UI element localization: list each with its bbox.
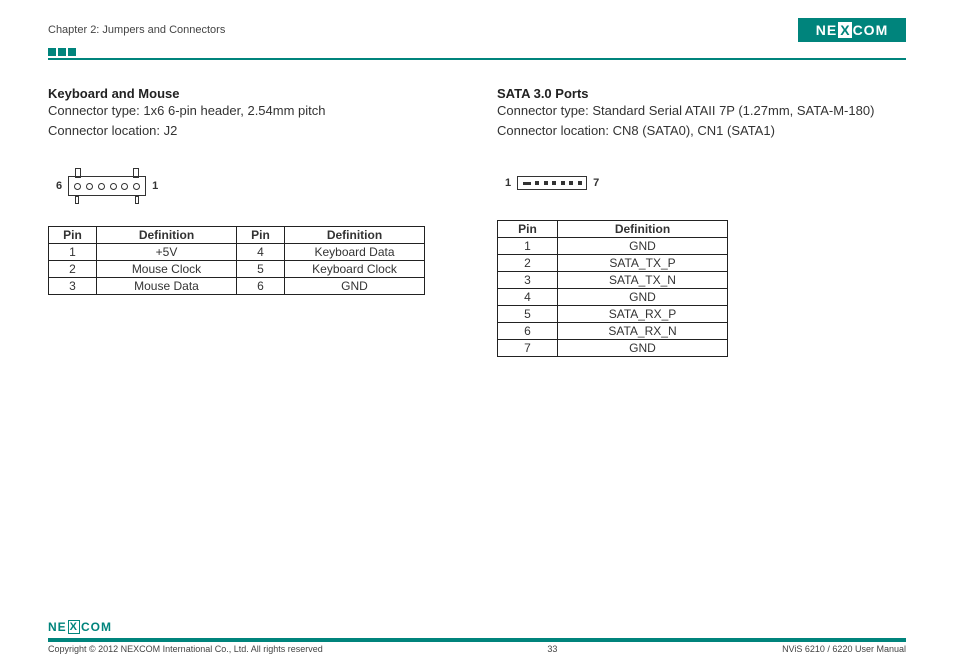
th-def: Definition: [558, 221, 728, 238]
six-pin-header-icon: [68, 176, 146, 196]
nexcom-logo-top: NEXCOM: [798, 18, 906, 42]
header-rule: [48, 58, 906, 60]
sata-section-head: SATA 3.0 Ports Connector type: Standard …: [497, 86, 906, 140]
manual-name: NViS 6210 / 6220 User Manual: [782, 644, 906, 654]
content-columns: Keyboard and Mouse Connector type: 1x6 6…: [48, 86, 906, 357]
table-header-row: Pin Definition: [498, 221, 728, 238]
th-pin: Pin: [49, 227, 97, 244]
th-pin: Pin: [237, 227, 285, 244]
table-row: 4GND: [498, 289, 728, 306]
page-footer: NEXCOM Copyright © 2012 NEXCOM Internati…: [48, 636, 906, 654]
table-row: 1GND: [498, 238, 728, 255]
table-row: 7GND: [498, 340, 728, 357]
sata-7pin-icon: [517, 176, 587, 190]
th-pin: Pin: [498, 221, 558, 238]
th-def: Definition: [285, 227, 425, 244]
table-row: 5SATA_RX_P: [498, 306, 728, 323]
footer-rule: [48, 638, 906, 642]
table-row: 2SATA_TX_P: [498, 255, 728, 272]
chapter-title: Chapter 2: Jumpers and Connectors: [48, 24, 225, 36]
decorative-squares: [48, 48, 906, 56]
km-conn-loc: Connector location: J2: [48, 121, 457, 141]
page-header: Chapter 2: Jumpers and Connectors NEXCOM: [48, 18, 906, 42]
km-pin-label-1: 1: [152, 180, 158, 192]
table-row: 1 +5V 4 Keyboard Data: [49, 244, 425, 261]
page-number: 33: [547, 644, 557, 654]
sata-conn-type: Connector type: Standard Serial ATAII 7P…: [497, 101, 906, 121]
footer-text-row: Copyright © 2012 NEXCOM International Co…: [48, 644, 906, 654]
km-connector-diagram: 6 1: [56, 176, 457, 196]
copyright-text: Copyright © 2012 NEXCOM International Co…: [48, 644, 323, 654]
table-row: 2 Mouse Clock 5 Keyboard Clock: [49, 261, 425, 278]
nexcom-logo-bottom: NEXCOM: [48, 620, 112, 634]
km-section-head: Keyboard and Mouse Connector type: 1x6 6…: [48, 86, 457, 140]
logo-text-x: X: [838, 22, 851, 38]
table-row: 3SATA_TX_N: [498, 272, 728, 289]
table-row: 6SATA_RX_N: [498, 323, 728, 340]
document-page: Chapter 2: Jumpers and Connectors NEXCOM…: [0, 0, 954, 357]
table-row: 3 Mouse Data 6 GND: [49, 278, 425, 295]
table-header-row: Pin Definition Pin Definition: [49, 227, 425, 244]
sata-pin-label-7: 7: [593, 177, 599, 189]
logo-text-com: COM: [853, 22, 889, 38]
km-pin-label-6: 6: [56, 180, 62, 192]
sata-pin-label-1: 1: [505, 177, 511, 189]
sata-conn-loc: Connector location: CN8 (SATA0), CN1 (SA…: [497, 121, 906, 141]
sata-pin-table: Pin Definition 1GND 2SATA_TX_P 3SATA_TX_…: [497, 220, 728, 357]
sata-connector-diagram: 1 7: [505, 176, 906, 190]
th-def: Definition: [97, 227, 237, 244]
nexcom-logo-bottom-wrap: NEXCOM: [48, 618, 906, 636]
right-column: SATA 3.0 Ports Connector type: Standard …: [497, 86, 906, 357]
km-title: Keyboard and Mouse: [48, 86, 457, 101]
sata-title: SATA 3.0 Ports: [497, 86, 906, 101]
km-conn-type: Connector type: 1x6 6-pin header, 2.54mm…: [48, 101, 457, 121]
logo-text-ne: NE: [816, 22, 837, 38]
left-column: Keyboard and Mouse Connector type: 1x6 6…: [48, 86, 457, 357]
km-pin-table: Pin Definition Pin Definition 1 +5V 4 Ke…: [48, 226, 425, 295]
